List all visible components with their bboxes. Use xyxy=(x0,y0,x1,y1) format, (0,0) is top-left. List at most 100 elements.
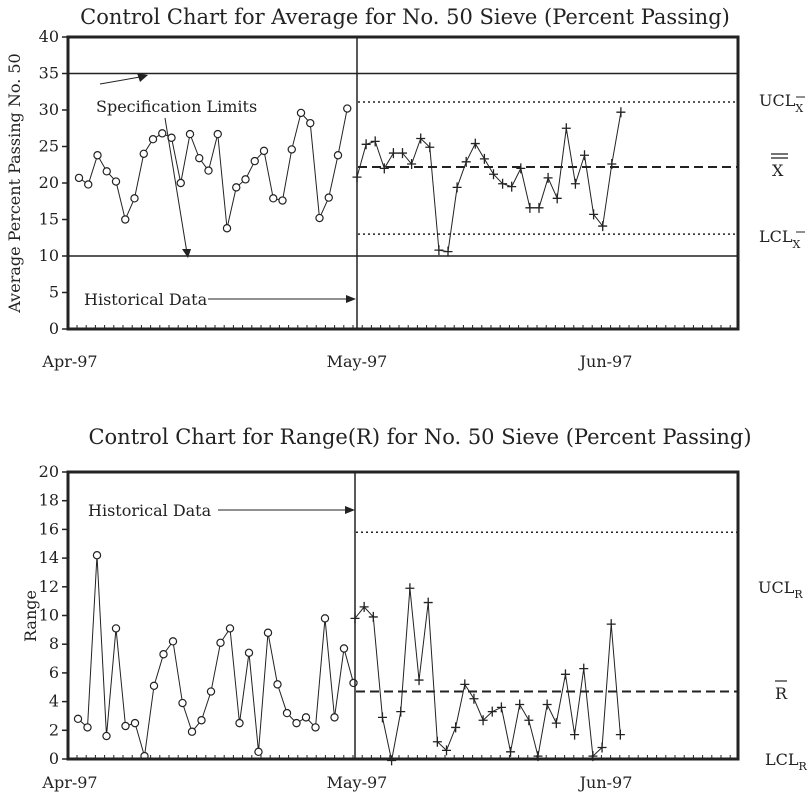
average-point-current xyxy=(552,193,562,204)
range-point-current xyxy=(469,693,479,704)
average-point-historical xyxy=(176,178,185,188)
average-point-historical xyxy=(269,194,278,203)
range-point-current xyxy=(442,745,451,756)
lcl-r-label: LCLR xyxy=(765,750,808,773)
average-point-historical xyxy=(287,145,296,154)
range-point-current xyxy=(423,597,433,608)
range-point-current xyxy=(487,706,497,717)
average-chart: Control Chart for Average for No. 50 Sie… xyxy=(5,5,805,371)
range-point-historical xyxy=(349,678,358,688)
average-point-current xyxy=(461,156,471,167)
range-point-historical xyxy=(130,718,140,728)
average-point-historical xyxy=(102,167,111,176)
average-point-historical xyxy=(111,177,121,186)
range-y-tick-label: 4 xyxy=(49,692,59,711)
range-point-historical xyxy=(159,650,168,659)
spec-limits-annotation: Specification Limits xyxy=(96,97,257,116)
range-chart-frame xyxy=(66,470,740,761)
range-y-tick-label: 10 xyxy=(39,606,59,625)
range-point-historical xyxy=(311,723,320,732)
range-point-current xyxy=(606,619,616,630)
average-point-current xyxy=(570,178,580,189)
average-point-current xyxy=(543,172,553,183)
average-point-current xyxy=(407,159,417,170)
average-point-current xyxy=(398,148,407,159)
average-y-tick-label: 0 xyxy=(49,319,59,338)
average-chart-title: Control Chart for Average for No. 50 Sie… xyxy=(80,5,730,29)
range-y-tick-label: 18 xyxy=(39,491,59,510)
average-chart-x-tick-may: May-97 xyxy=(327,352,388,371)
average-point-current xyxy=(489,169,498,180)
average-y-tick-label: 20 xyxy=(39,173,59,192)
range-point-historical xyxy=(273,680,282,689)
range-y-tick-label: 12 xyxy=(39,577,59,596)
range-point-current xyxy=(359,601,369,612)
average-point-historical xyxy=(315,213,324,223)
range-chart-x-tick-may: May-97 xyxy=(327,773,388,792)
range-point-historical xyxy=(330,713,339,722)
average-point-historical xyxy=(222,224,232,233)
range-point-historical xyxy=(225,624,235,633)
range-chart-y-label: Range xyxy=(21,590,40,642)
range-y-tick-label: 6 xyxy=(49,663,59,682)
range-point-current xyxy=(570,729,580,740)
average-point-historical xyxy=(121,215,130,224)
average-point-historical xyxy=(296,108,306,118)
range-chart-title: Control Chart for Range(R) for No. 50 Si… xyxy=(88,425,751,449)
average-point-historical xyxy=(343,104,352,113)
average-point-current xyxy=(498,178,508,189)
range-point-historical xyxy=(121,721,130,731)
average-y-tick-label: 30 xyxy=(39,100,59,119)
range-point-historical xyxy=(197,716,206,725)
average-series-current-line xyxy=(356,112,622,253)
average-point-current xyxy=(534,202,544,213)
average-y-tick-label: 40 xyxy=(39,27,59,46)
range-point-historical xyxy=(102,731,111,741)
average-point-current xyxy=(598,221,608,232)
range-point-current xyxy=(515,699,525,710)
range-point-historical xyxy=(111,624,121,633)
range-point-historical xyxy=(320,614,330,623)
range-y-tick-label: 14 xyxy=(39,548,59,567)
range-point-historical xyxy=(216,638,225,647)
average-chart-frame xyxy=(66,35,740,331)
range-point-historical xyxy=(282,708,292,718)
average-point-historical xyxy=(250,156,259,166)
range-chart: Control Chart for Range(R) for No. 50 Si… xyxy=(21,425,808,792)
range-point-current xyxy=(460,679,470,690)
range-point-historical xyxy=(73,714,83,724)
range-point-current xyxy=(377,712,387,723)
average-y-tick-label: 35 xyxy=(39,64,59,83)
range-point-current xyxy=(579,663,589,674)
range-point-historical xyxy=(149,681,159,691)
range-series-current-line xyxy=(354,588,621,761)
average-point-current xyxy=(416,133,426,144)
average-point-historical xyxy=(158,129,167,138)
average-point-current xyxy=(561,123,571,134)
average-point-historical xyxy=(204,166,213,175)
range-point-historical xyxy=(206,687,216,696)
historical-data-annotation-bottom: Historical Data xyxy=(88,501,212,520)
average-point-current xyxy=(616,107,626,118)
average-point-current xyxy=(479,153,489,164)
range-point-historical xyxy=(301,713,311,722)
spec-arrow-lower xyxy=(164,117,188,254)
range-chart-x-tick-jun: Jun-97 xyxy=(578,773,633,792)
average-point-historical xyxy=(241,175,250,184)
average-chart-y-label: Average Percent Passing No. 50 xyxy=(5,53,24,313)
lcl-x-label: LCLX xyxy=(759,227,801,251)
average-y-tick-label: 5 xyxy=(49,283,59,302)
average-point-historical xyxy=(232,183,241,192)
range-chart-series xyxy=(73,551,625,766)
range-point-current xyxy=(506,746,516,757)
range-point-current xyxy=(551,718,561,729)
average-chart-x-tick-jun: Jun-97 xyxy=(578,352,633,371)
range-point-current xyxy=(405,583,415,594)
range-y-tick-label: 0 xyxy=(49,749,59,768)
average-point-historical xyxy=(84,180,93,189)
average-point-historical xyxy=(93,151,102,160)
center-x-label: X xyxy=(772,161,784,180)
average-point-historical xyxy=(324,193,333,202)
average-point-current xyxy=(589,209,599,220)
